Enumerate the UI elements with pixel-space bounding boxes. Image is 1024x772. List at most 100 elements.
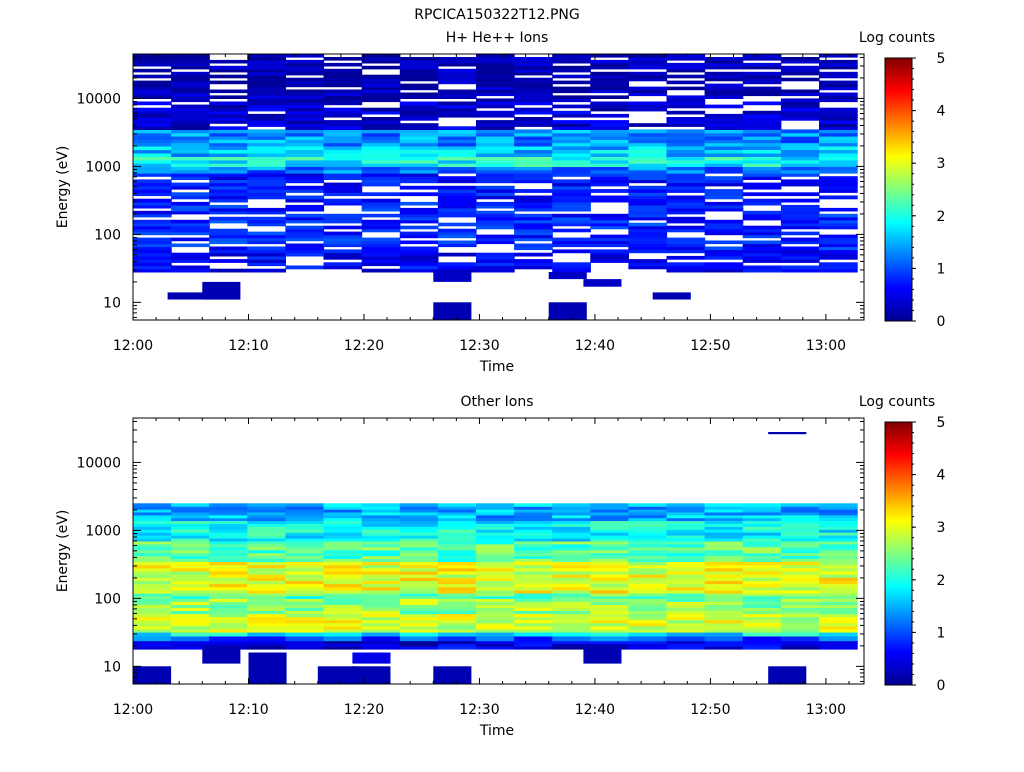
spectrogram-cell [780,574,820,578]
spectrogram-cell [323,126,363,130]
spectrogram-cell [742,101,782,106]
spectrogram-cell [323,625,363,630]
spectrogram-cell [476,83,515,88]
spectrogram-cell [476,136,515,140]
spectrogram-cell [171,225,210,230]
spectrogram-cell [133,595,172,599]
colorbar-tick-label: 3 [937,156,946,172]
spectrogram-cell [666,607,706,611]
spectrogram-cell [742,234,782,239]
spectrogram-cell [590,564,629,569]
spectrogram-cell [247,503,286,507]
spectrogram-cell [476,185,515,190]
spectrogram-cell [361,142,401,147]
spectrogram-cell [666,98,706,103]
spectrogram-cell [742,86,782,91]
spectrogram-cell [437,622,477,627]
spectrogram-cell [628,558,668,562]
spectrogram-cell [323,552,363,557]
spectrogram-cell [514,149,553,154]
spectrogram-cell [819,225,858,230]
spectrogram-cell [171,89,210,94]
spectrogram-cell [590,526,629,530]
spectrogram-cell [628,613,668,618]
spectrogram-cell [666,207,706,212]
spectrogram-cell [361,59,401,64]
spectrogram-cell [209,95,248,99]
spectrogram-cell [437,195,477,200]
spectrogram-cell [742,636,782,642]
spectrogram-cell [171,509,210,513]
spectrogram-cell [514,589,553,594]
spectrogram-cell [133,511,172,516]
spectrogram-cell [476,189,515,193]
spectrogram-cell [780,646,820,650]
spectrogram-cell [171,619,210,624]
colorbar [884,421,913,686]
spectrogram-cell [133,237,172,242]
spectrogram-cell [133,62,172,67]
spectrogram-cell [171,558,210,562]
spectrogram-cell [628,646,668,650]
spectrogram-cell [399,210,439,215]
spectrogram-cell [742,558,782,562]
spectrogram-cell [361,129,401,134]
spectrogram-cell [666,198,706,203]
spectrogram-cell [285,120,325,124]
spectrogram-cell [514,580,553,585]
spectrogram-cell [666,149,706,154]
spectrogram-cell [399,59,439,64]
spectrogram-cell [437,152,477,157]
spectrogram-cell [476,163,515,167]
spectrogram-cell [628,176,668,180]
spectrogram-cell [590,189,629,193]
spectrogram-cell [780,265,820,270]
spectrogram-cell [361,503,401,507]
spectrogram-cell [437,607,477,611]
spectrogram-cell [552,543,591,548]
spectrogram-cell [514,89,553,94]
spectrogram-cell [590,145,629,150]
spectrogram-cell [514,625,553,630]
spectrogram-cell [285,607,325,611]
spectrogram-cell [514,219,553,224]
spectrogram-cell [323,113,363,118]
spectrogram-cell [133,204,172,209]
spectrogram-cell [323,604,363,608]
spectrogram-cell [704,152,744,157]
spectrogram-cell [247,54,286,58]
spectrogram-cell [133,546,172,551]
spectrogram-cell [666,95,706,99]
spectrogram-cell [209,149,248,154]
spectrogram-cell [819,62,858,67]
spectrogram-cell [552,529,591,533]
spectrogram-cell [323,546,363,551]
spectrogram-cell [819,95,858,99]
spectrogram-cell [361,145,401,150]
spectrogram-cell [476,595,515,599]
spectrogram-cell [361,255,401,260]
spectrogram-cell [133,570,172,575]
spectrogram-cell [171,71,210,76]
spectrogram-cell [628,640,668,644]
spectrogram-cell [514,535,553,539]
spectrogram-cell [247,252,286,257]
spectrogram-cell [323,98,363,103]
spectrogram-cell [704,249,744,254]
spectrogram-cell [437,228,477,233]
spectrogram-cell [476,123,515,127]
spectrogram-cell [133,113,172,118]
spectrogram-cell [552,207,591,212]
spectrogram-cell [628,262,668,267]
spectrogram-cell [666,503,706,507]
spectrogram-cell [476,535,515,539]
spectrogram-cell [552,204,591,209]
spectrogram-cell [476,601,515,605]
spectrogram-cell [552,201,591,206]
spectrogram-cell [399,538,439,542]
spectrogram-cell [704,265,744,270]
spectrogram-cell [742,57,782,61]
spectrogram-cell [133,577,172,581]
spectrogram-cell [209,511,248,516]
spectrogram-cell [247,593,286,597]
